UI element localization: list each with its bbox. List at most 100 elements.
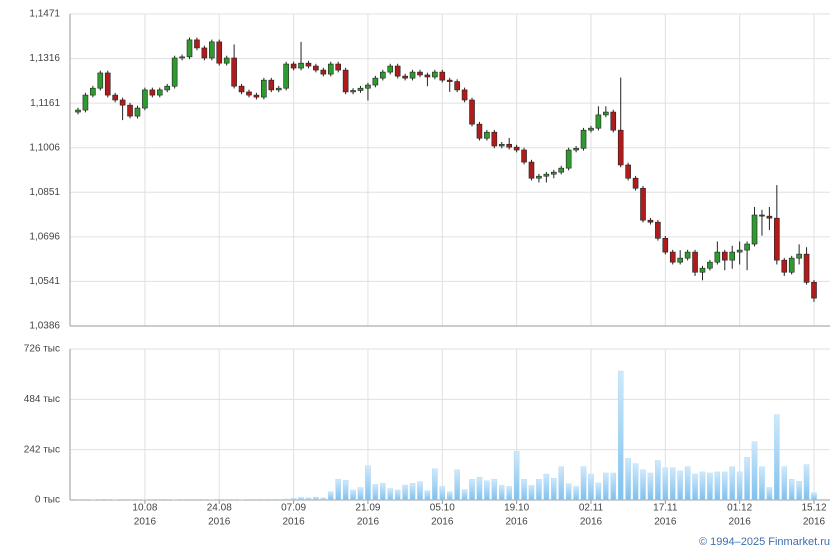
volume-bar [565, 483, 572, 501]
candle-body [647, 219, 654, 223]
x-tick-label: 15.12 [801, 503, 826, 514]
y-tick-label: 1,1316 [29, 53, 60, 64]
candle-body [811, 281, 817, 299]
volume-bar [290, 498, 297, 501]
candle-body [216, 41, 223, 64]
volume-bar [640, 469, 646, 501]
volume-bar [446, 491, 453, 501]
price-panel [70, 14, 830, 326]
candle-body [707, 261, 713, 269]
candle-body [588, 127, 594, 131]
candle-body [714, 251, 721, 263]
candle-body [759, 214, 765, 217]
candle-body [580, 129, 587, 149]
volume-bar [603, 472, 609, 501]
candle-body [112, 94, 118, 101]
candle-body [261, 79, 267, 98]
volume-bar [298, 497, 304, 501]
volume-bar [305, 497, 312, 501]
volume-bar [350, 489, 356, 501]
volume-bar [803, 464, 810, 501]
volume-bar [246, 499, 252, 501]
volume-bar [97, 499, 104, 501]
volume-bar [580, 466, 587, 501]
candle-body [543, 173, 550, 177]
volume-bar [491, 479, 498, 501]
candle-body [104, 72, 111, 96]
candle-body [402, 75, 408, 79]
volume-bar [774, 414, 780, 501]
x-tick-label: 2016 [282, 517, 305, 528]
y-tick-label: 1,0851 [29, 187, 60, 198]
y-tick-label: 1,0386 [29, 321, 60, 332]
volume-bar [595, 482, 602, 501]
candle-body [342, 69, 349, 93]
candle-body [766, 215, 773, 219]
volume-bar [432, 468, 438, 501]
candle-body [223, 57, 230, 64]
source: © 1994–2025 Finmarket.ru [699, 536, 830, 548]
y-tick-label: 1,1006 [29, 142, 60, 153]
x-tick-label: 19.10 [504, 503, 529, 514]
volume-bar [536, 479, 542, 501]
volume-bar [409, 483, 416, 501]
candle-body [283, 63, 289, 89]
volume-bar [387, 488, 393, 501]
x-tick-label: 02.11 [579, 503, 604, 514]
volume-bar [216, 499, 223, 501]
candle-body [357, 87, 364, 91]
candle-body [394, 65, 401, 77]
volume-bar [521, 479, 527, 501]
x-tick-label: 24.08 [207, 503, 232, 514]
volume-bar [357, 487, 364, 501]
x-tick-label: 01.12 [727, 503, 752, 514]
x-tick-label: 2016 [654, 517, 677, 528]
x-tick-label: 05.10 [430, 503, 455, 514]
volume-bar [149, 499, 156, 501]
candle-body [134, 107, 141, 117]
volume-bar [402, 484, 408, 501]
candle-body [550, 171, 557, 175]
volume-bar [439, 486, 446, 501]
candle-body [417, 71, 423, 76]
candle-body [179, 56, 185, 59]
candle-body [372, 77, 379, 86]
volume-bar [647, 472, 654, 501]
y-tick-label: 1,1471 [29, 9, 60, 20]
candle-body [565, 149, 572, 169]
volume-bar [253, 499, 260, 501]
candle-body [246, 91, 252, 96]
volume-bar [751, 441, 758, 501]
volume-bar [134, 499, 141, 501]
volume-bar [223, 499, 230, 501]
volume-bar [573, 486, 579, 501]
candle-body [238, 85, 245, 93]
candle-body [82, 94, 89, 111]
candle-body [662, 237, 669, 253]
volume-bar [342, 480, 349, 501]
candle-body [506, 143, 512, 148]
y-tick-label: 484 тыс [24, 394, 60, 405]
candle-body [498, 143, 505, 147]
volume-bar [788, 479, 795, 501]
x-tick-label: 2016 [134, 517, 157, 528]
candle-body [268, 79, 275, 91]
volume-bar [104, 499, 111, 501]
x-tick-label: 10.08 [132, 503, 157, 514]
volume-bar [714, 471, 721, 501]
candle-body [796, 253, 802, 259]
candle-body [432, 71, 438, 78]
volume-bar [484, 480, 490, 501]
candle-body [610, 111, 617, 131]
candle-body [484, 131, 490, 139]
candle-body [558, 167, 565, 173]
volume-bar [684, 466, 691, 501]
candle-body [156, 89, 163, 96]
volume-bar [283, 498, 289, 501]
candle-body [454, 81, 460, 91]
candle-body [521, 149, 527, 163]
candle-body [669, 251, 676, 263]
volume-bar [744, 457, 750, 501]
volume-bar [127, 499, 133, 501]
